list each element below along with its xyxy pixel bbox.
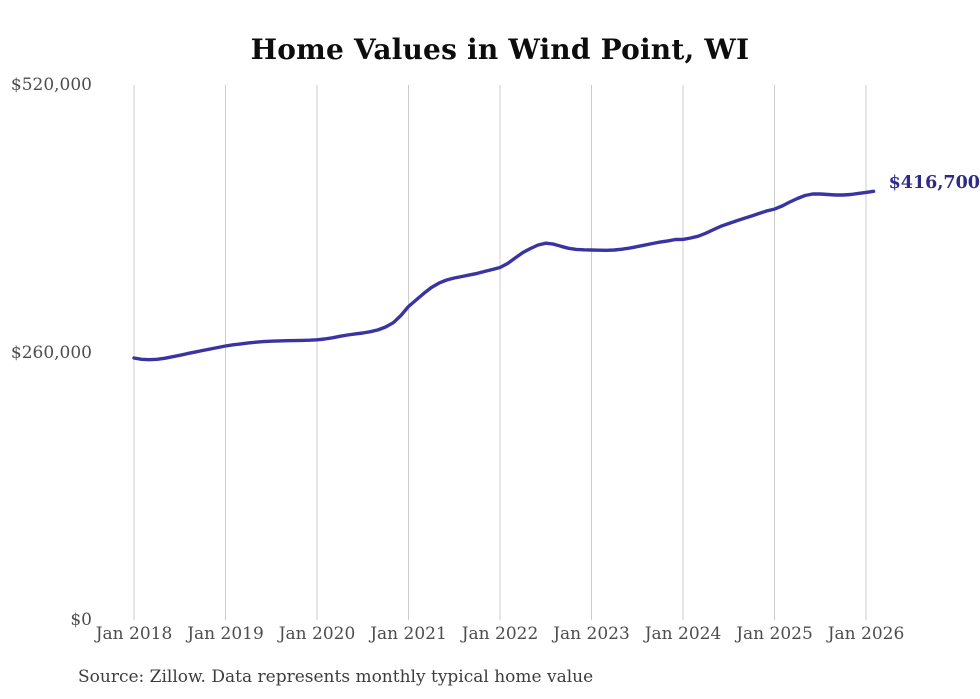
latest-value-label: $416,700: [888, 173, 980, 194]
x-tick-label: Jan 2021: [370, 624, 447, 644]
source-attribution: Source: Zillow. Data represents monthly …: [78, 667, 594, 687]
x-tick-label: Jan 2018: [95, 624, 173, 644]
x-tick-label: Jan 2023: [553, 624, 630, 644]
x-tick-label: Jan 2022: [461, 624, 539, 644]
vertical-gridlines: [133, 85, 867, 620]
x-tick-label: Jan 2024: [644, 624, 722, 644]
x-tick-label: Jan 2025: [736, 624, 813, 644]
y-tick-label: $520,000: [10, 75, 92, 95]
y-tick-label: $0: [70, 610, 92, 630]
x-tick-label: Jan 2020: [278, 624, 356, 644]
y-tick-label: $260,000: [10, 342, 92, 363]
home-value-line-series: [132, 189, 876, 362]
x-tick-label: Jan 2026: [827, 624, 905, 644]
x-tick-label: Jan 2019: [187, 624, 264, 644]
chart-title: Home Values in Wind Point, WI: [250, 33, 750, 66]
